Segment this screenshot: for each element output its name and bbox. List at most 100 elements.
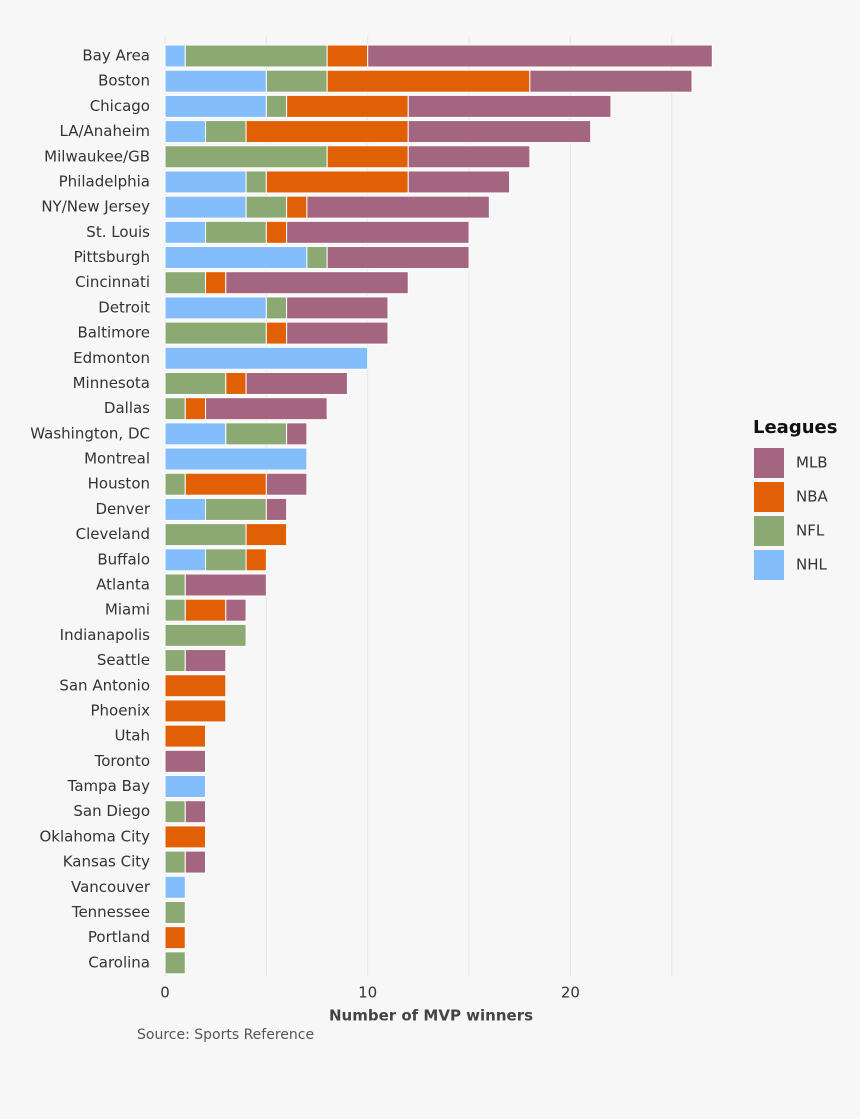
bar-segment bbox=[164, 598, 186, 622]
bar-segment bbox=[225, 422, 288, 446]
y-tick-label: Houston bbox=[88, 475, 150, 493]
bar-segment bbox=[164, 497, 207, 521]
bar-segment bbox=[164, 926, 186, 950]
bar-segment bbox=[407, 170, 511, 194]
bar-segment bbox=[286, 422, 308, 446]
bar-segment bbox=[164, 523, 247, 547]
bar-segment bbox=[265, 220, 288, 244]
bar-segment bbox=[245, 120, 409, 144]
y-tick-label: Washington, DC bbox=[30, 424, 150, 442]
bar-segment bbox=[164, 94, 267, 118]
bar-segment bbox=[184, 397, 207, 421]
y-tick-label: NY/New Jersey bbox=[41, 198, 150, 216]
bar-segment bbox=[407, 145, 531, 169]
y-tick-label: Denver bbox=[95, 500, 150, 518]
y-tick-label: Montreal bbox=[84, 450, 150, 468]
y-tick-label: Philadelphia bbox=[59, 172, 150, 190]
y-tick-label: Toronto bbox=[94, 752, 150, 770]
bar-segment bbox=[164, 623, 247, 647]
bar-segment bbox=[326, 145, 409, 169]
y-tick-label: Portland bbox=[88, 928, 150, 946]
bar-segment bbox=[164, 724, 207, 748]
bar-segment bbox=[164, 120, 207, 144]
y-tick-label: Utah bbox=[114, 727, 150, 745]
x-axis-title: Number of MVP winners bbox=[329, 1007, 533, 1025]
y-tick-label: Dallas bbox=[104, 399, 150, 417]
y-tick-label: San Diego bbox=[73, 802, 150, 820]
bar-segment bbox=[286, 94, 409, 118]
bar-segment bbox=[245, 548, 267, 572]
y-tick-label: Cleveland bbox=[76, 525, 150, 543]
bar-segment bbox=[265, 321, 288, 345]
bar-segment bbox=[184, 44, 328, 68]
bar-segment bbox=[286, 220, 470, 244]
bar-segment bbox=[164, 674, 227, 698]
bar-segment bbox=[164, 44, 186, 68]
bar-segment bbox=[164, 548, 207, 572]
bar-segment bbox=[225, 271, 409, 295]
bar-segment bbox=[205, 548, 247, 572]
bar-segment bbox=[184, 850, 207, 874]
bar-segment bbox=[286, 195, 308, 219]
y-tick-label: Edmonton bbox=[73, 349, 150, 367]
bar-segment bbox=[184, 649, 227, 673]
bar-segment bbox=[184, 573, 267, 597]
bar-segment bbox=[245, 371, 348, 395]
bar-segment bbox=[265, 170, 409, 194]
bar-segment bbox=[184, 598, 227, 622]
bar-segment bbox=[245, 523, 288, 547]
bar-segment bbox=[164, 170, 247, 194]
bar-segment bbox=[164, 296, 267, 320]
bar-segment bbox=[164, 775, 207, 799]
y-tick-label: Minnesota bbox=[73, 374, 150, 392]
bar-segment bbox=[306, 195, 490, 219]
bar-segment bbox=[184, 800, 207, 824]
bar-segment bbox=[164, 800, 186, 824]
x-tick-label: 0 bbox=[160, 984, 170, 1002]
bar-segment bbox=[326, 246, 470, 270]
bar-segment bbox=[265, 69, 328, 93]
legend-swatch bbox=[754, 482, 784, 512]
bar-segment bbox=[286, 296, 389, 320]
bar-segment bbox=[164, 573, 186, 597]
x-tick-label: 20 bbox=[561, 984, 580, 1002]
bar-segment bbox=[407, 94, 612, 118]
bar-segment bbox=[164, 69, 267, 93]
bar-segment bbox=[367, 44, 713, 68]
bar-segment bbox=[164, 749, 207, 773]
y-tick-label: Chicago bbox=[90, 97, 150, 115]
bar-segment bbox=[164, 447, 308, 471]
y-tick-label: Buffalo bbox=[97, 550, 150, 568]
bar-segment bbox=[265, 497, 288, 521]
y-tick-label: Carolina bbox=[88, 953, 150, 971]
bar-segment bbox=[164, 371, 227, 395]
legend-label: NFL bbox=[796, 522, 825, 540]
bar-segment bbox=[225, 598, 247, 622]
y-tick-label: Baltimore bbox=[77, 324, 150, 342]
y-tick-label: Boston bbox=[98, 72, 150, 90]
bar-segment bbox=[265, 296, 288, 320]
legend-title: Leagues bbox=[753, 417, 837, 438]
y-tick-label: Tampa Bay bbox=[67, 777, 150, 795]
legend-swatch bbox=[754, 448, 784, 478]
bar-segment bbox=[164, 422, 227, 446]
y-tick-label: St. Louis bbox=[86, 223, 150, 241]
bar-segment bbox=[205, 497, 267, 521]
legend-swatch bbox=[754, 550, 784, 580]
bar-segment bbox=[164, 951, 186, 975]
y-tick-label: Pittsburgh bbox=[74, 248, 150, 266]
bar-segment bbox=[164, 875, 186, 899]
y-tick-label: Indianapolis bbox=[60, 626, 151, 644]
bar-segment bbox=[205, 220, 267, 244]
bar-segment bbox=[205, 120, 247, 144]
legend-swatch bbox=[754, 516, 784, 546]
legend-label: NBA bbox=[796, 488, 829, 506]
y-tick-label: Miami bbox=[105, 601, 150, 619]
y-tick-label: Phoenix bbox=[90, 701, 150, 719]
bar-segment bbox=[529, 69, 693, 93]
y-tick-label: San Antonio bbox=[59, 676, 150, 694]
bar-segment bbox=[164, 397, 186, 421]
bar-segment bbox=[245, 195, 288, 219]
bar-segment bbox=[164, 825, 207, 849]
